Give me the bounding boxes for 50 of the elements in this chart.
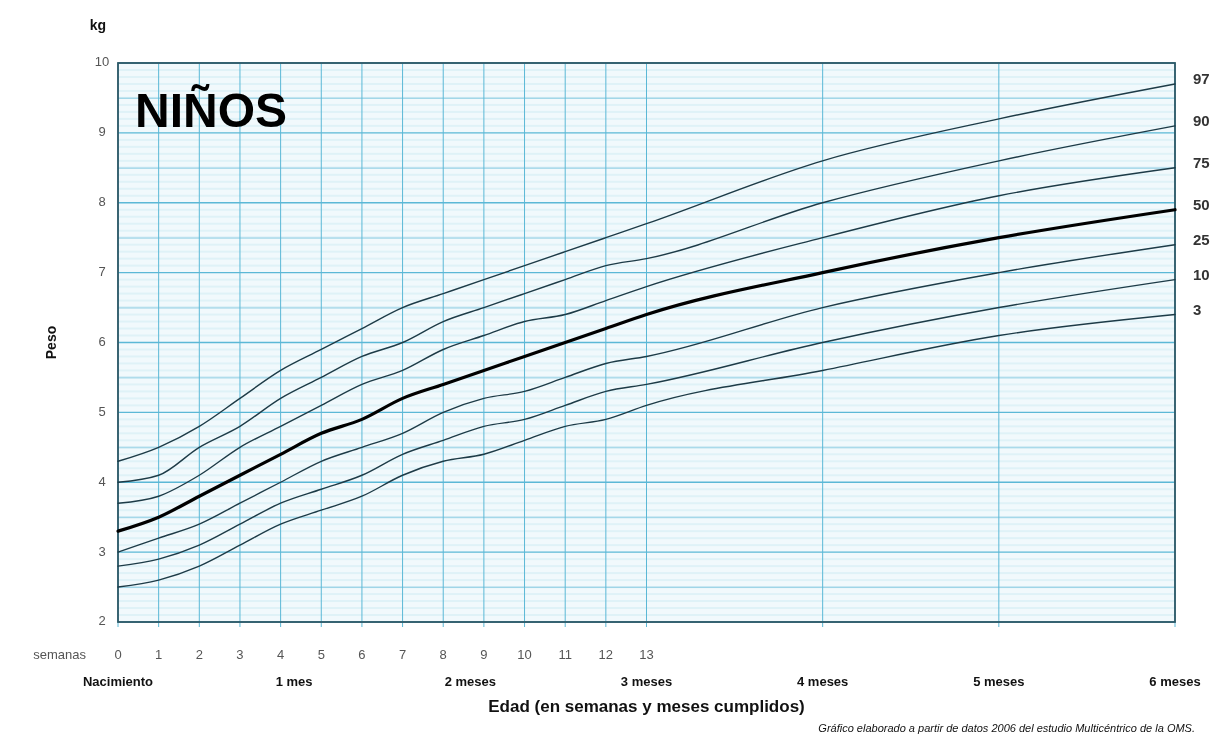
x-tick-label: 9: [480, 647, 488, 663]
y-tick-label: 5: [98, 403, 106, 419]
series-label: 97: [1193, 69, 1210, 87]
y-axis-title: Peso: [42, 325, 59, 360]
series-label: 75: [1193, 153, 1210, 171]
series-label: 50: [1193, 195, 1210, 213]
line-series: [117, 83, 1176, 462]
x-tick-label: 5: [317, 647, 325, 663]
text: semanas: [33, 647, 87, 663]
text: Gráfico elaborado a partir de datos 2006 del estudio Multicéntrico de la OMS.: [818, 721, 1195, 734]
x2-tick-label: 3 meses: [620, 674, 673, 690]
series-label: 3: [1193, 300, 1202, 318]
line-series: [117, 313, 1176, 588]
x-tick-label: 10: [517, 647, 532, 663]
x-tick-label: 12: [598, 647, 614, 663]
line-series: [117, 243, 1176, 553]
x-tick-label: 6: [358, 647, 366, 663]
x2-tick-label: Nacimiento: [82, 674, 154, 690]
y-tick-label: 6: [98, 333, 106, 349]
chart-title: NIÑOS: [135, 83, 288, 137]
y-tick-label: 2: [98, 613, 106, 629]
y-tick-label: 10: [94, 54, 110, 70]
line-series: [117, 167, 1176, 504]
x2-tick-label: 1 mes: [275, 674, 313, 690]
x2-tick-label: 2 meses: [444, 674, 496, 690]
text: kg: [89, 16, 107, 33]
y-tick-label: 9: [98, 124, 106, 140]
y-tick-label: 3: [98, 543, 106, 559]
y-tick-label: 7: [98, 264, 106, 280]
x-tick-label: 7: [398, 647, 407, 663]
x2-tick-label: 5 meses: [973, 674, 1025, 690]
x2-tick-label: 4 meses: [797, 674, 849, 690]
y-tick-label: 4: [98, 473, 106, 489]
x-tick-label: 3: [236, 647, 244, 663]
series-label: 10: [1193, 265, 1210, 283]
series-label: 25: [1193, 230, 1210, 248]
x-tick-label: 11: [558, 647, 572, 663]
x-tick-label: 4: [277, 647, 285, 663]
line-series: [117, 278, 1176, 567]
x-tick-label: 0: [114, 647, 122, 663]
x2-tick-label: 6 meses: [1149, 674, 1201, 690]
x-tick-label: 2: [195, 647, 203, 663]
line-series: [117, 125, 1176, 483]
x-tick-label: 13: [639, 647, 654, 663]
y-tick-label: 8: [98, 194, 106, 210]
x-axis-title: Edad (en semanas y meses cumplidos): [488, 697, 805, 717]
x-tick-label: 1: [155, 647, 163, 663]
series-label: 90: [1193, 111, 1210, 129]
x-tick-label: 8: [439, 647, 447, 663]
line-series: [116, 208, 1177, 533]
